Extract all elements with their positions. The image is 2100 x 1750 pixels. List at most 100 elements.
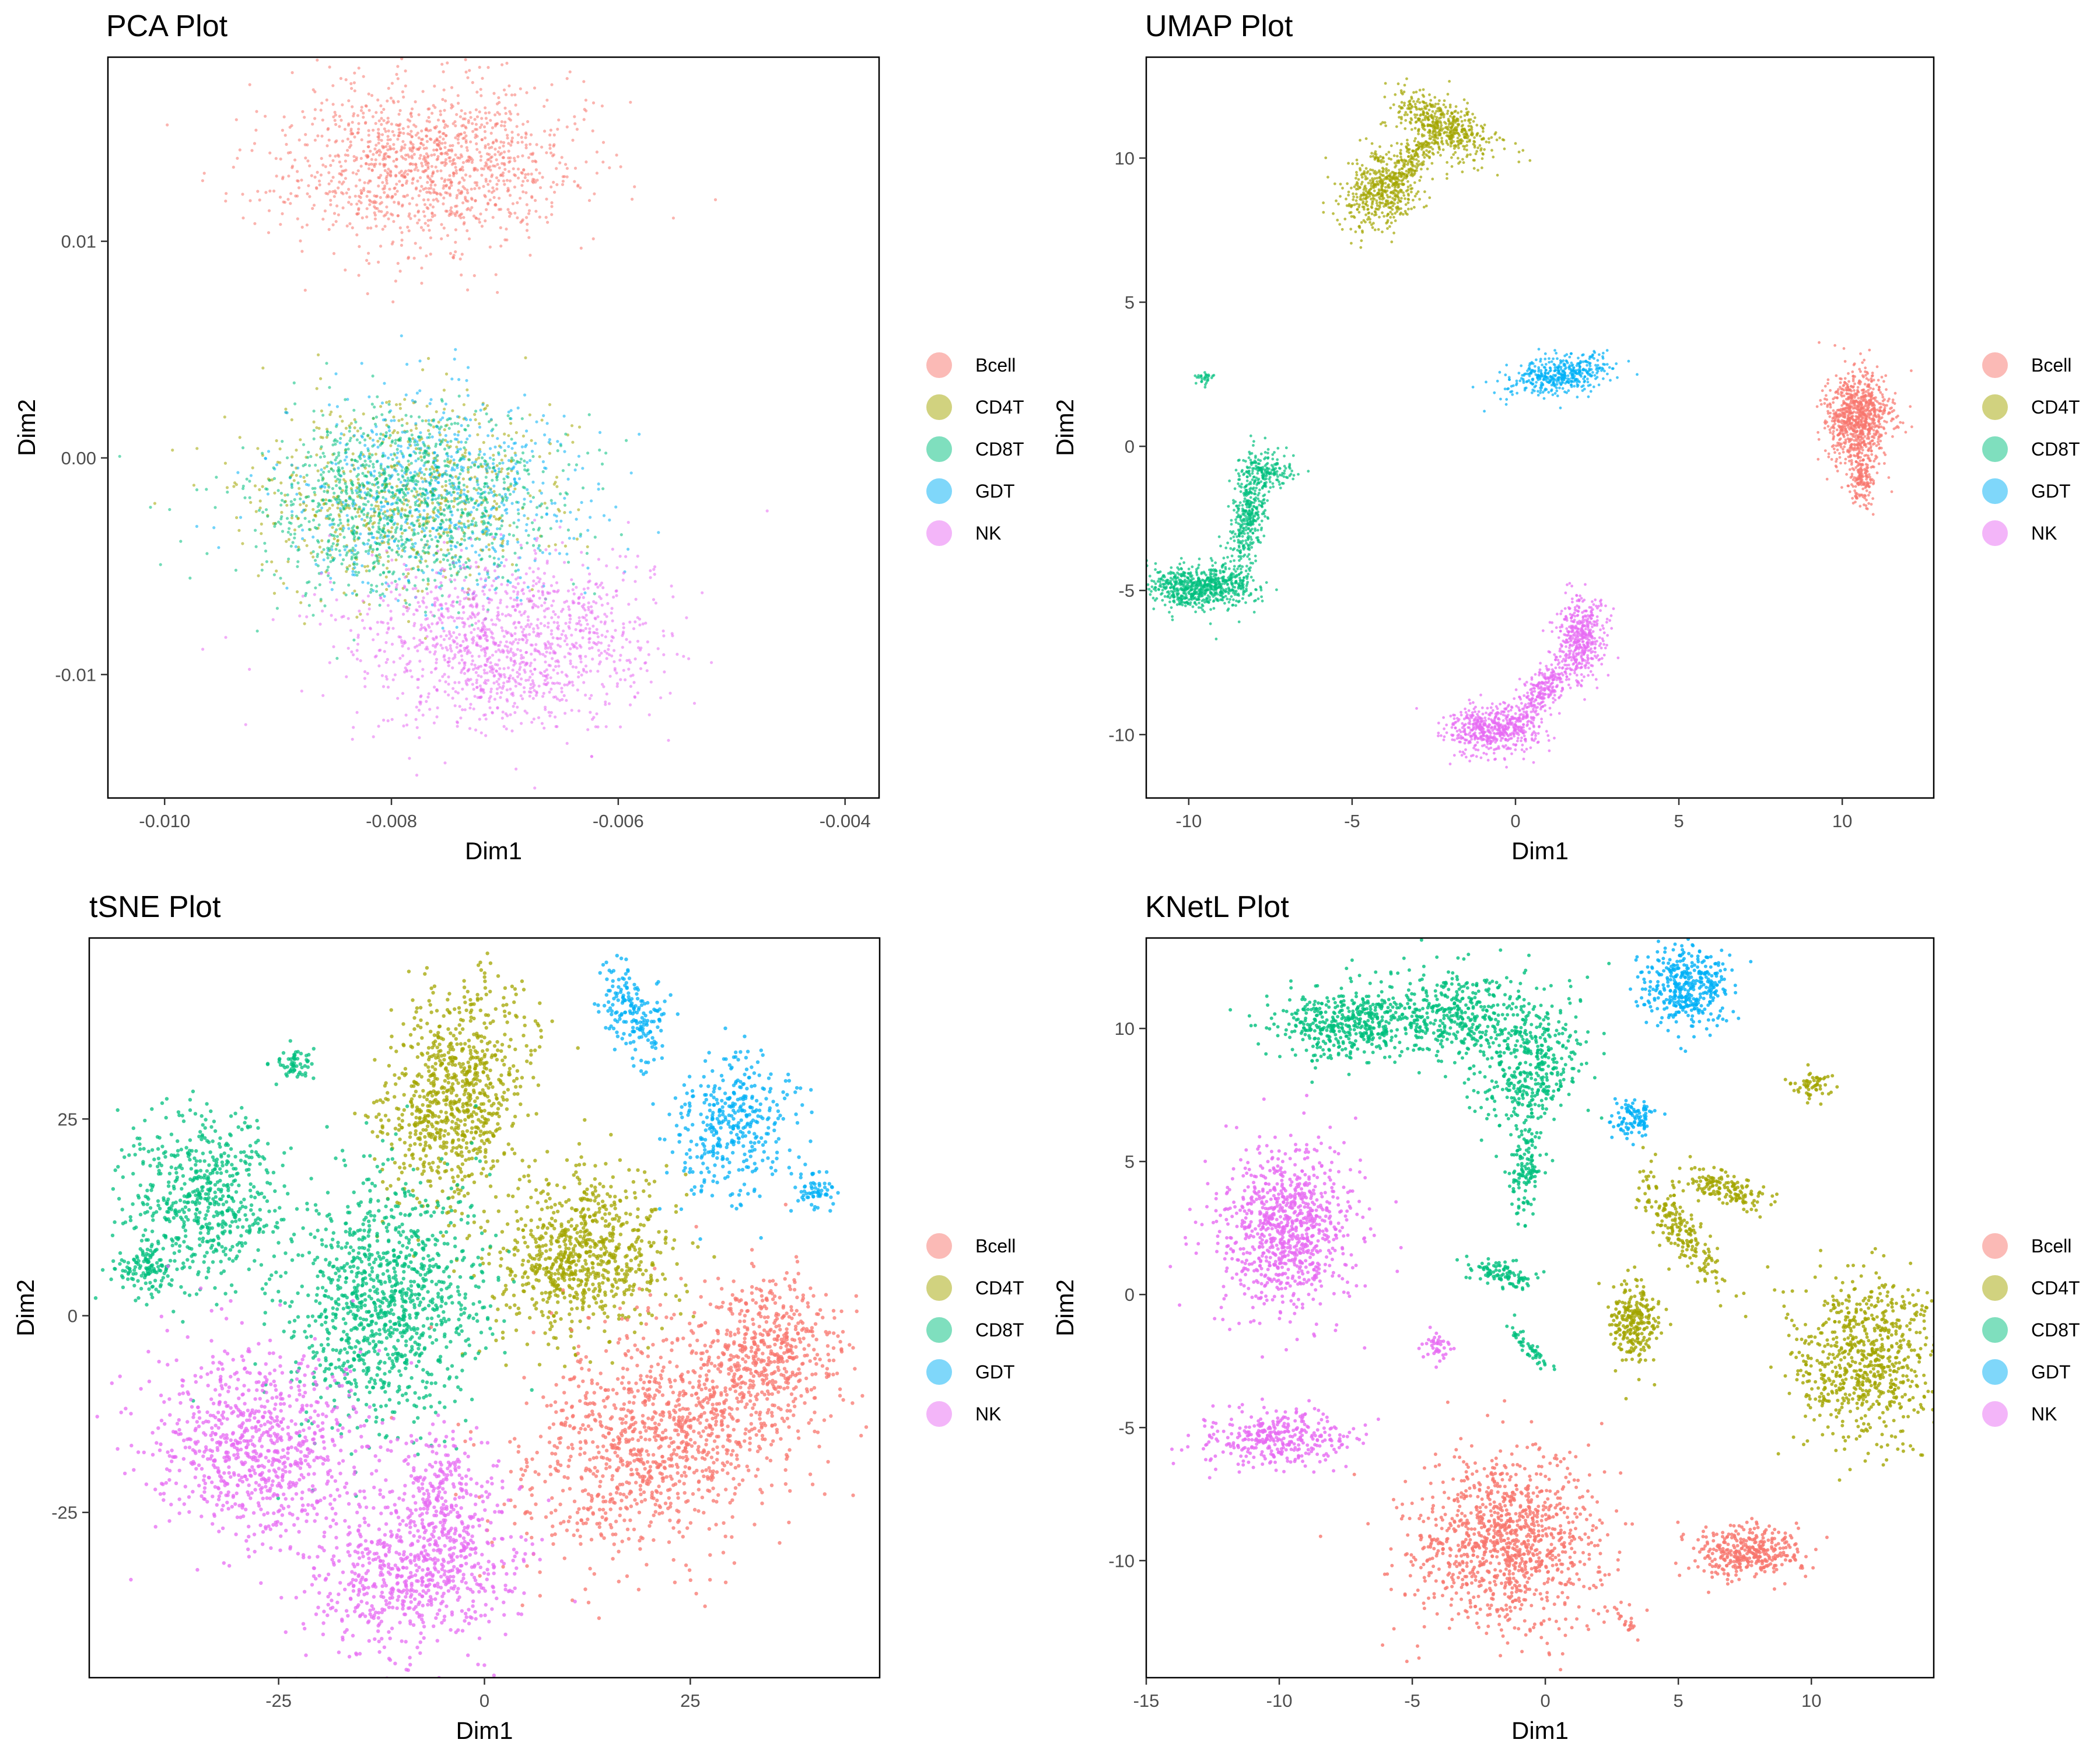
cluster-bcell (166, 57, 718, 304)
data-point (387, 86, 390, 90)
data-point (597, 482, 600, 486)
data-point (525, 663, 528, 666)
data-point (368, 569, 371, 573)
data-point (320, 550, 324, 554)
data-point (386, 604, 390, 607)
data-point (371, 438, 375, 442)
data-point (440, 496, 444, 499)
data-point (460, 617, 464, 620)
data-point (399, 450, 402, 453)
data-point (290, 514, 294, 517)
data-point (463, 634, 467, 637)
data-point (456, 448, 460, 452)
data-point (373, 422, 377, 426)
data-point (340, 172, 343, 176)
data-point (498, 667, 502, 670)
data-point (533, 86, 537, 90)
data-point (485, 482, 489, 485)
data-point (371, 115, 375, 118)
data-point (500, 120, 504, 124)
data-point (450, 548, 453, 551)
data-point (444, 424, 447, 428)
data-point (545, 197, 548, 201)
data-point (446, 660, 450, 664)
data-point (532, 630, 536, 634)
data-point (551, 681, 554, 685)
data-point (487, 699, 491, 704)
data-point (414, 242, 417, 245)
data-point (385, 179, 388, 183)
data-point (443, 407, 446, 411)
data-point (352, 726, 355, 729)
data-point (434, 475, 438, 479)
data-point (365, 258, 369, 262)
data-point (500, 626, 503, 629)
data-point (420, 495, 424, 498)
data-point (508, 524, 512, 527)
data-point (340, 118, 343, 122)
data-point (436, 118, 440, 122)
data-point (435, 545, 439, 548)
data-point (425, 146, 428, 150)
data-point (307, 450, 310, 454)
data-point (410, 155, 414, 158)
data-point (384, 575, 388, 579)
data-point (486, 569, 489, 573)
data-point (383, 481, 387, 484)
data-point (423, 497, 426, 501)
data-point (328, 386, 331, 389)
data-point (516, 705, 519, 709)
data-point (580, 673, 583, 677)
data-point (341, 103, 344, 107)
data-point (615, 685, 619, 688)
data-point (366, 512, 370, 515)
data-point (397, 599, 400, 603)
data-point (516, 675, 520, 678)
data-point (563, 683, 566, 687)
data-point (418, 389, 422, 393)
data-point (444, 484, 448, 488)
data-point (391, 491, 394, 494)
data-point (407, 215, 411, 218)
data-point (456, 194, 459, 197)
data-point (341, 529, 345, 533)
data-point (334, 548, 338, 551)
data-point (489, 690, 493, 694)
data-point (495, 576, 499, 580)
data-point (454, 153, 457, 157)
data-point (548, 452, 552, 455)
data-point (670, 632, 674, 635)
data-point (584, 626, 587, 631)
data-point (487, 576, 491, 579)
data-point (422, 509, 426, 512)
data-point (547, 440, 551, 444)
data-point (431, 490, 435, 494)
data-point (505, 512, 509, 515)
data-point (475, 458, 478, 461)
data-point (429, 253, 432, 256)
data-point (530, 450, 534, 453)
data-point (388, 145, 391, 148)
data-point (421, 713, 425, 717)
data-point (376, 530, 379, 534)
data-point (517, 519, 520, 522)
data-point (538, 215, 541, 219)
data-point (430, 164, 434, 168)
data-point (540, 534, 544, 538)
data-point (449, 144, 452, 148)
data-point (441, 416, 444, 419)
data-point (453, 704, 457, 708)
data-point (466, 438, 469, 441)
data-point (633, 185, 636, 188)
data-point (275, 463, 279, 467)
data-point (440, 646, 444, 650)
data-point (426, 356, 430, 360)
data-point (377, 153, 382, 157)
data-point (501, 549, 505, 552)
data-point (369, 149, 372, 153)
data-point (355, 460, 359, 463)
data-point (548, 664, 552, 667)
data-point (342, 545, 346, 548)
data-point (321, 452, 325, 455)
data-point (512, 705, 515, 708)
